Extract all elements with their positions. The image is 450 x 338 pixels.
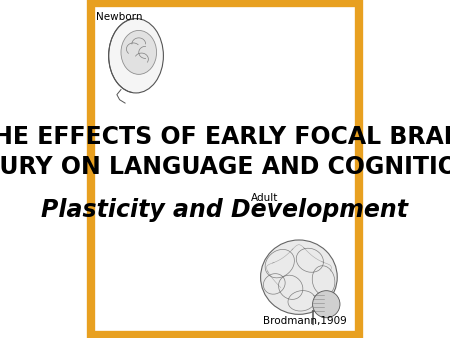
- Text: Plasticity and Development: Plasticity and Development: [41, 197, 409, 222]
- Text: Adult: Adult: [251, 193, 279, 203]
- Ellipse shape: [121, 30, 157, 74]
- Ellipse shape: [313, 291, 340, 318]
- Text: Brodmann,1909: Brodmann,1909: [263, 316, 347, 326]
- Text: THE EFFECTS OF EARLY FOCAL BRAIN
INJURY ON LANGUAGE AND COGNITION:: THE EFFECTS OF EARLY FOCAL BRAIN INJURY …: [0, 125, 450, 179]
- Ellipse shape: [261, 240, 337, 314]
- Text: Newborn: Newborn: [96, 12, 143, 22]
- Ellipse shape: [108, 19, 163, 93]
